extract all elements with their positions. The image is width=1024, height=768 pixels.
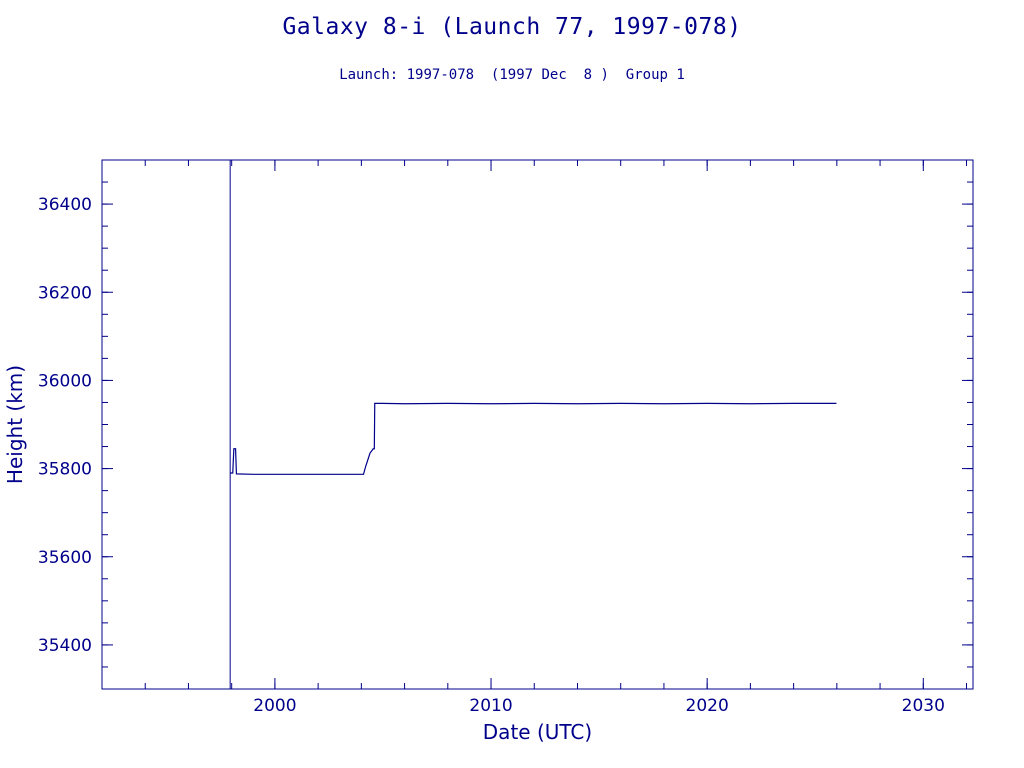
y-tick-label: 36200 [38, 283, 92, 303]
axis-ticks [101, 159, 973, 690]
y-tick-label: 36400 [38, 195, 92, 215]
chart-title: Galaxy 8-i (Launch 77, 1997-078) [282, 14, 742, 40]
x-tick-label: 2030 [902, 696, 945, 716]
y-tick-label: 35800 [38, 460, 92, 480]
x-tick-label: 2010 [469, 696, 512, 716]
chart-subtitle: Launch: 1997-078 (1997 Dec 8 ) Group 1 [339, 67, 685, 83]
x-axis-label: Date (UTC) [483, 720, 592, 744]
y-tick-label: 35600 [38, 548, 92, 568]
axis-tick-labels: 2000 2010 2020 2030 35400 35600 35800 36000 3620… [38, 195, 945, 716]
plot-frame [101, 159, 974, 690]
series-line [230, 402, 837, 475]
y-axis-label: Height (km) [3, 365, 27, 484]
x-tick-label: 2000 [253, 696, 296, 716]
y-tick-label: 35400 [38, 636, 92, 656]
x-tick-label: 2020 [686, 696, 729, 716]
y-tick-label: 36000 [38, 371, 92, 391]
